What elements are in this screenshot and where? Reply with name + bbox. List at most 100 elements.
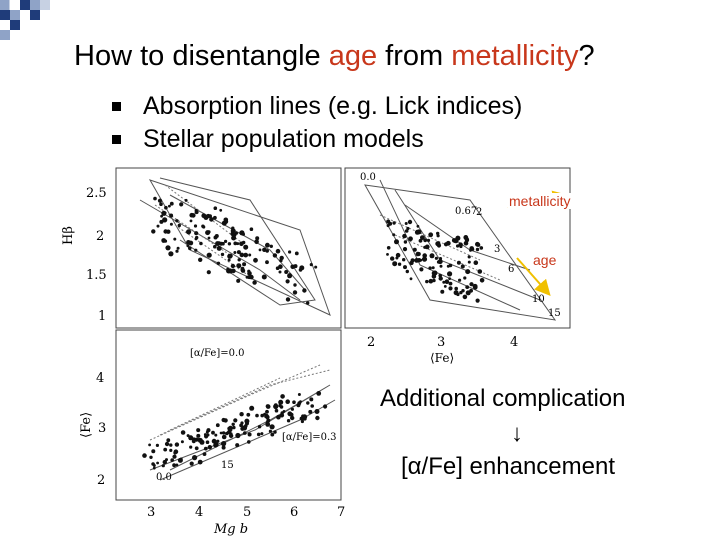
scatter-point [173, 237, 177, 241]
hbeta-tick: 1 [98, 309, 106, 324]
scatter-point [465, 269, 471, 275]
mgb-tick: 3 [147, 505, 155, 520]
scatter-point [316, 391, 322, 396]
scatter-point [161, 210, 167, 216]
scatter-point [206, 213, 211, 219]
scatter-point [233, 241, 238, 246]
scatter-point [465, 290, 471, 296]
enhancement-text: [α/Fe] enhancement [401, 453, 615, 480]
scatter-point [260, 432, 264, 436]
scatter-point [298, 268, 303, 272]
scatter-point [169, 443, 173, 447]
scatter-point [293, 264, 298, 269]
scatter-point [188, 435, 194, 441]
scatter-point [216, 245, 222, 251]
scatter-point [151, 229, 156, 234]
scatter-point [159, 202, 163, 206]
scatter-point [214, 442, 219, 447]
scatter-point [163, 447, 168, 452]
scatter-point [270, 432, 275, 437]
scatter-point [194, 248, 198, 252]
scatter-point [242, 262, 247, 267]
mgb-axis-label: Mg b [213, 522, 248, 537]
scatter-point [453, 238, 459, 244]
scatter-point [226, 268, 231, 274]
scatter-point [209, 217, 214, 222]
scatter-point [454, 286, 459, 291]
age-grid-label: 15 [221, 460, 234, 471]
scatter-point [265, 260, 269, 265]
scatter-point [180, 430, 186, 435]
scatter-point [268, 429, 272, 433]
mgb-tick: 6 [290, 505, 298, 520]
age-grid-label: 6 [508, 264, 514, 275]
scatter-point [436, 231, 440, 236]
scatter-point [189, 212, 194, 218]
scatter-point [239, 252, 245, 258]
scatter-point [448, 286, 453, 291]
fe-axis-label: ⟨Fe⟩ [430, 351, 454, 365]
scatter-point [422, 253, 428, 258]
age-annotation: age [532, 252, 558, 268]
scatter-point [296, 403, 301, 408]
scatter-point [149, 455, 153, 459]
scatter-point [180, 440, 184, 444]
scatter-point [467, 260, 471, 264]
scatter-point [458, 278, 462, 282]
scatter-point [246, 412, 251, 417]
hbeta-axis-label: Hβ [61, 226, 76, 245]
scatter-point [189, 461, 194, 466]
scatter-point [436, 260, 441, 264]
scatter-point [231, 235, 237, 241]
scatter-point [306, 301, 310, 305]
scatter-point [273, 403, 278, 408]
bullet-square-icon [112, 102, 121, 111]
scatter-point [309, 263, 313, 267]
scatter-point [290, 407, 294, 411]
metallicity-grid-label: 0.0 [156, 472, 172, 483]
title-part3: ? [578, 40, 595, 72]
scatter-point [265, 420, 270, 425]
scatter-point [264, 413, 269, 419]
scatter-point [279, 413, 285, 418]
scatter-point [269, 244, 273, 248]
age-grid-label: 10 [532, 294, 545, 305]
scatter-point [394, 239, 399, 245]
scatter-point [152, 464, 156, 467]
scatter-point [404, 229, 409, 233]
scatter-point [151, 449, 156, 454]
scatter-point [456, 292, 460, 297]
scatter-point [219, 241, 224, 246]
scatter-point [248, 253, 252, 257]
panel-fe-mgb: [α/Fe]=0.0 [α/Fe]=0.3 15 0.0 4 3 2 ⟨Fe⟩ … [79, 329, 345, 537]
scatter-point [219, 431, 223, 435]
scatter-point [165, 245, 171, 251]
scatter-point [443, 242, 449, 247]
scatter-point [403, 240, 408, 244]
scatter-point [434, 256, 438, 260]
scatter-point [164, 441, 170, 447]
scatter-point [247, 432, 252, 437]
scatter-point [461, 289, 465, 293]
scatter-point [386, 219, 391, 224]
title-part2: from [377, 40, 452, 72]
scatter-point [276, 414, 281, 420]
scatter-point [290, 415, 295, 421]
scatter-point [253, 257, 258, 263]
scatter-point [418, 238, 423, 243]
scatter-point [166, 438, 171, 443]
scatter-point [247, 271, 252, 276]
scatter-point [294, 251, 299, 256]
scatter-point [216, 261, 221, 265]
scatter-point [392, 233, 396, 237]
age-grid-label: 15 [548, 308, 561, 319]
scatter-point [431, 266, 435, 270]
scatter-point [435, 241, 441, 247]
scatter-point [392, 261, 398, 267]
page-title: How to disentangle age from metallicity? [74, 40, 595, 73]
scatter-point [475, 241, 480, 247]
scatter-point [302, 414, 308, 420]
scatter-point [213, 215, 217, 220]
scatter-point [446, 264, 450, 268]
scatter-point [197, 438, 201, 441]
